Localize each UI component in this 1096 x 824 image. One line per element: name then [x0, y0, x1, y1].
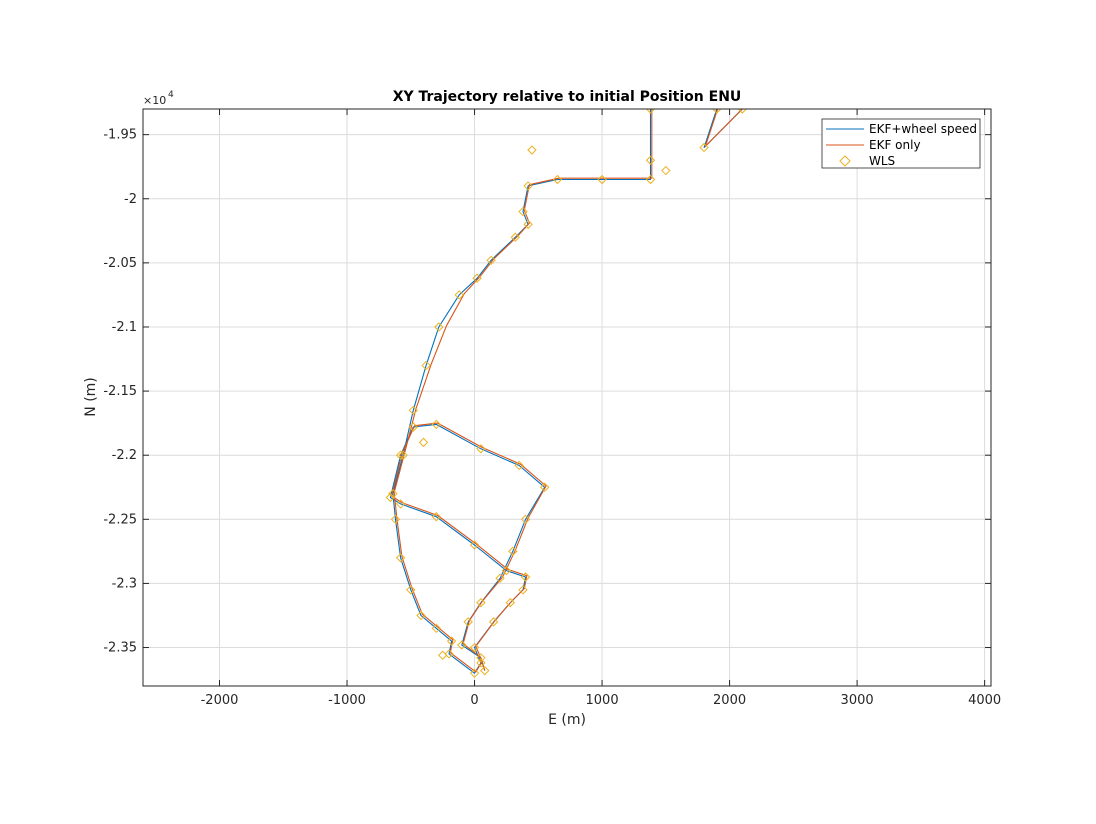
wls-marker: [495, 573, 505, 584]
wls-marker: [597, 174, 607, 185]
legend-label-ekf-only: EKF only: [869, 138, 921, 152]
x-axis-ticks: -2000 -1000 0 1000 2000 3000 4000: [201, 109, 1001, 708]
y-axis-label: N (m): [83, 377, 99, 416]
wls-marker: [431, 512, 442, 522]
wls-marker: [444, 649, 454, 659]
wls-marker: [418, 437, 429, 448]
wls-marker: [469, 642, 480, 653]
y-tick-label: -1.95: [103, 128, 137, 143]
wls-marker: [395, 553, 406, 563]
y-exponent-power: 4: [168, 90, 174, 100]
wls-marker: [520, 572, 531, 582]
wls-marker: [388, 488, 398, 499]
wls-marker: [699, 142, 709, 153]
wls-marker: [510, 232, 521, 242]
wls-marker: [395, 499, 406, 509]
wls-marker: [406, 585, 416, 595]
series-line: [391, 109, 744, 673]
y-tick-label: -2.2: [112, 448, 137, 463]
y-axis-exponent: ×10 4: [143, 90, 174, 107]
wls-marker: [523, 181, 533, 191]
series-line: [389, 109, 743, 674]
wls-marker: [408, 405, 419, 416]
series-layer: [385, 109, 748, 678]
y-tick-label: -2.35: [103, 641, 137, 656]
wls-marker: [431, 623, 442, 634]
y-tick-label: -2.15: [103, 384, 137, 399]
wls-marker: [488, 617, 499, 627]
wls-marker: [469, 540, 480, 550]
y-tick-label: -2: [124, 192, 137, 207]
y-tick-label: -2.3: [112, 576, 137, 591]
wls-marker: [476, 653, 486, 663]
wls-marker: [416, 610, 426, 621]
wls-marker: [431, 419, 442, 430]
wls-marker: [469, 668, 480, 678]
y-tick-label: -2.05: [103, 256, 137, 271]
x-tick-label: -1000: [328, 693, 366, 708]
wls-marker: [476, 597, 486, 608]
wls-marker: [457, 640, 467, 650]
wls-marker: [454, 290, 464, 300]
y-exponent-base: ×10: [143, 94, 166, 107]
x-tick-label: 3000: [841, 693, 874, 708]
wls-marker: [385, 492, 396, 503]
wls-marker: [390, 514, 401, 525]
chart-title: XY Trajectory relative to initial Positi…: [393, 89, 742, 105]
wls-marker: [514, 460, 524, 471]
legend-label-ekf-wheel: EKF+wheel speed: [869, 122, 977, 136]
wls-marker: [645, 174, 656, 185]
wls-marker: [737, 109, 748, 114]
wls-marker: [518, 206, 528, 217]
series-ekf-wheel-speed: [389, 109, 743, 674]
x-tick-label: 2000: [713, 693, 746, 708]
y-tick-label: -2.1: [112, 320, 137, 335]
y-tick-label: -2.25: [103, 512, 137, 527]
series-ekf-only: [391, 109, 744, 673]
wls-marker: [463, 617, 473, 627]
wls-marker: [480, 665, 490, 676]
legend: EKF+wheel speed EKF only WLS: [821, 118, 981, 169]
x-axis-label: E (m): [548, 712, 586, 728]
wls-marker: [661, 165, 671, 176]
series-wls: [385, 109, 748, 678]
wls-marker: [518, 585, 528, 595]
wls-marker: [486, 255, 496, 266]
wls-marker: [408, 422, 419, 432]
plot-frame: [142, 108, 992, 687]
wls-marker: [472, 273, 482, 283]
plot-area: [143, 109, 991, 686]
wls-marker: [527, 145, 537, 155]
wls-marker: [508, 546, 518, 557]
wls-marker: [645, 155, 656, 165]
x-tick-label: 4000: [968, 693, 1001, 708]
wls-marker: [712, 109, 722, 114]
wls-marker: [520, 514, 531, 525]
wls-marker: [539, 482, 550, 492]
x-tick-label: 0: [470, 693, 478, 708]
wls-marker: [395, 450, 406, 460]
grid-lines: [143, 109, 991, 686]
wls-marker: [437, 650, 448, 660]
wls-marker: [505, 597, 515, 608]
wls-marker: [476, 658, 486, 668]
wls-marker: [434, 322, 444, 332]
wls-marker: [446, 636, 457, 646]
y-axis-ticks: -1.95 -2 -2.05 -2.1 -2.15 -2.2 -2.25 -2.3 -2.35: [103, 128, 991, 656]
wls-marker: [645, 109, 656, 114]
x-tick-label: 1000: [586, 693, 619, 708]
legend-label-wls: WLS: [869, 154, 895, 168]
x-tick-label: -2000: [201, 693, 239, 708]
wls-marker: [552, 174, 563, 185]
wls-marker: [398, 450, 408, 460]
wls-marker: [523, 219, 533, 230]
legend-swatch-wls: [839, 155, 851, 167]
wls-marker: [501, 565, 512, 576]
wls-marker: [421, 360, 431, 371]
wls-marker: [476, 444, 486, 454]
plot-axes: -2000 -1000 0 1000 2000 3000 4000 -1.95 -2 -2.05…: [103, 108, 1001, 708]
